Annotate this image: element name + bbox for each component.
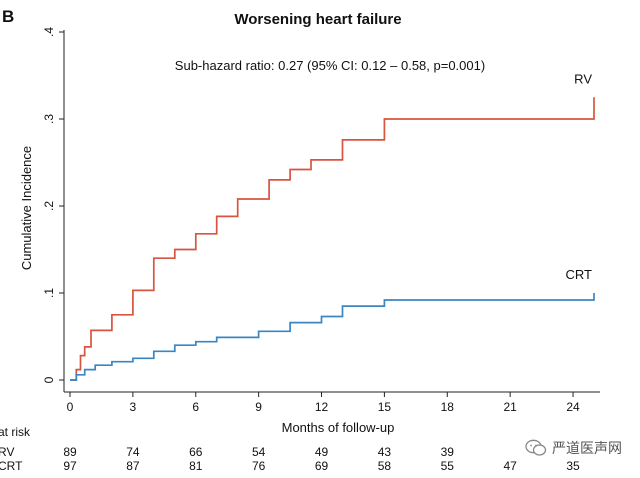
panel-label: B [2,7,14,26]
risk-cell: 87 [126,459,140,473]
series-label-rv: RV [574,71,592,86]
series-label-crt: CRT [566,267,593,282]
x-tick-label: 6 [192,400,199,414]
risk-cell: 66 [189,445,203,459]
risk-cell: 89 [63,445,77,459]
watermark-text: 严道医声网 [552,441,622,457]
y-tick-label: .2 [42,201,56,211]
watermark: 严道医声网 [521,436,626,460]
risk-cell: 97 [63,459,77,473]
x-tick-label: 9 [255,400,262,414]
y-tick-label: .3 [42,114,56,124]
series-line-rv [70,97,595,381]
risk-cell: 43 [378,445,392,459]
risk-cell: 58 [378,459,392,473]
x-tick-label: 21 [503,400,517,414]
risk-cell: 74 [126,445,140,459]
y-tick-label: .1 [42,288,56,298]
risk-cell: 49 [315,445,329,459]
series-line-crt [70,293,595,381]
risk-row-name: RV [0,445,14,459]
risk-cell: 55 [441,459,455,473]
chart-subtitle: Sub-hazard ratio: 0.27 (95% CI: 0.12 – 0… [175,58,485,73]
chart-title: Worsening heart failure [234,11,401,28]
x-tick-label: 18 [441,400,455,414]
x-tick-label: 0 [67,400,74,414]
risk-cell: 35 [566,459,580,473]
y-tick-label: .4 [42,27,56,37]
risk-cell: 39 [441,445,455,459]
risk-cell: 54 [252,445,266,459]
risk-cell: 47 [503,459,517,473]
risk-cell: 76 [252,459,266,473]
x-tick-label: 15 [378,400,392,414]
x-tick-label: 12 [315,400,329,414]
risk-table-header: at risk [0,425,31,439]
y-axis-label: Cumulative Incidence [19,146,34,270]
risk-cell: 81 [189,459,203,473]
wechat-icon [525,439,547,456]
y-tick-label: 0 [42,376,56,383]
x-tick-label: 24 [566,400,580,414]
risk-row-name: CRT [0,459,23,473]
x-tick-label: 3 [130,400,137,414]
risk-cell: 69 [315,459,329,473]
x-axis-label: Months of follow-up [282,420,395,435]
